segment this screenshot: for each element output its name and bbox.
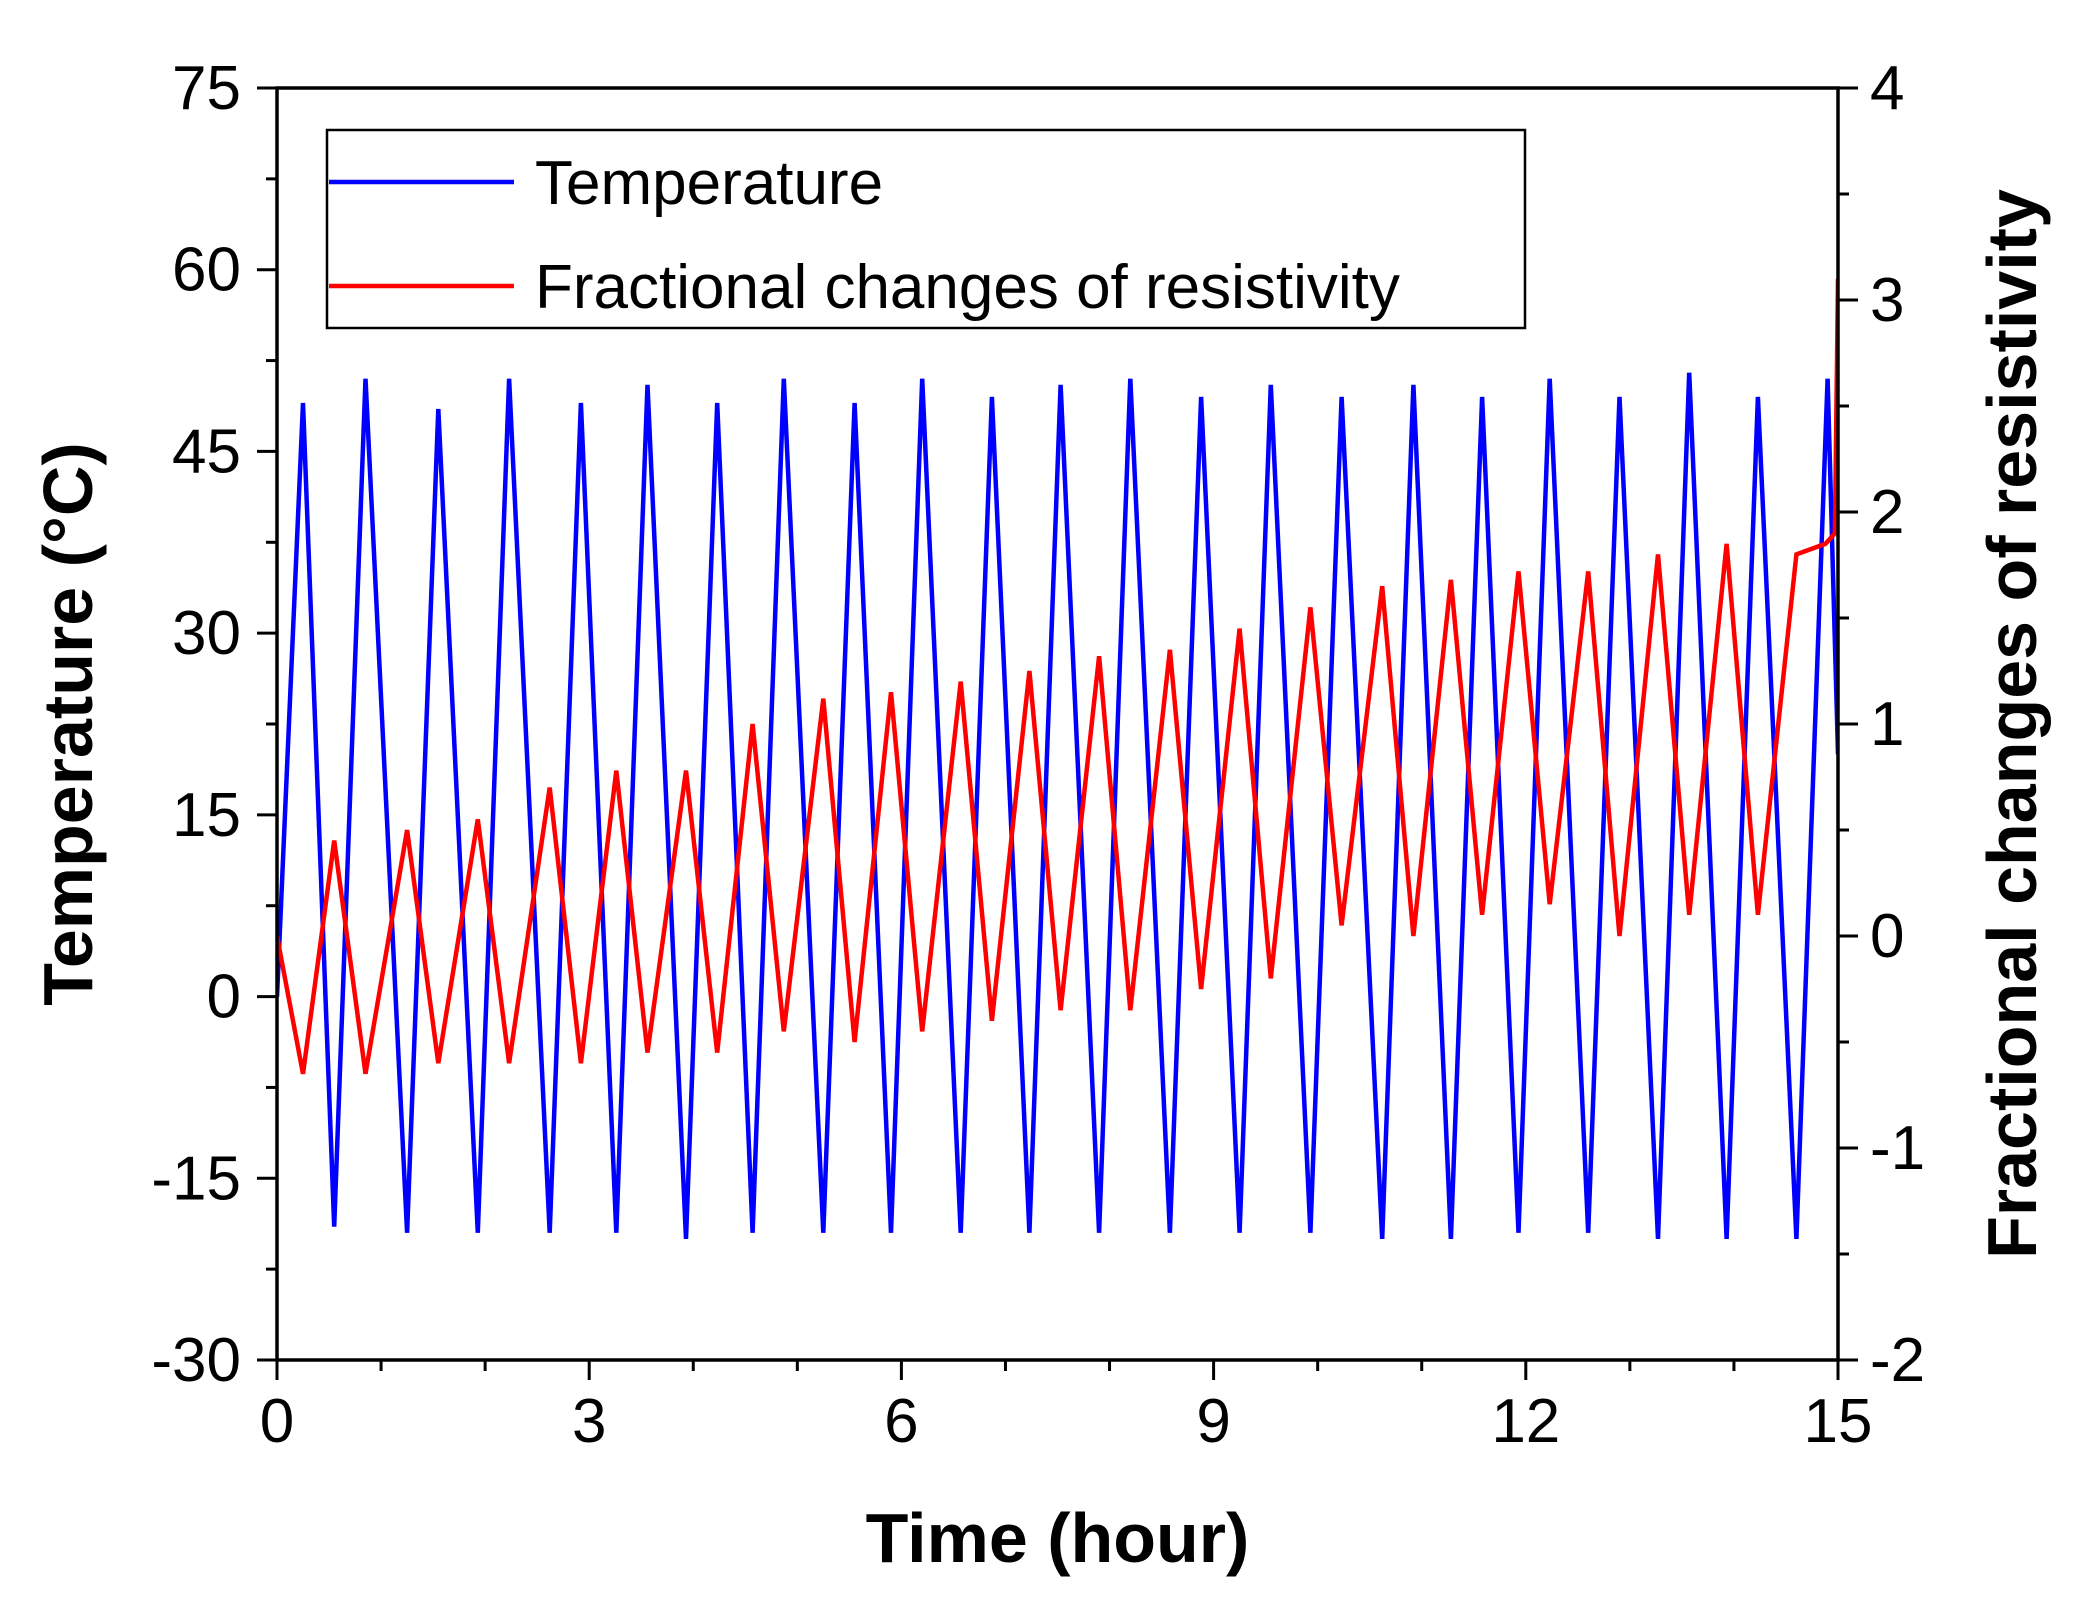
x-tick-label: 12 [1491, 1387, 1560, 1456]
y-left-tick-label: 60 [172, 236, 241, 305]
y-left-tick-label: 0 [207, 963, 241, 1032]
x-tick-label: 0 [260, 1387, 294, 1456]
legend-label-resistivity: Fractional changes of resistivity [535, 253, 1400, 322]
y-left-tick-label: 15 [172, 781, 241, 850]
y-left-tick-label: -15 [151, 1144, 241, 1213]
x-tick-label: 6 [884, 1387, 918, 1456]
y-left-axis-title: Temperature (°C) [29, 442, 107, 1005]
legend-label-temperature: Temperature [535, 149, 883, 218]
x-tick-label: 9 [1196, 1387, 1230, 1456]
y-right-tick-label: 4 [1870, 54, 1904, 123]
legend-box [325, 128, 1527, 330]
y-left-tick-label: 30 [172, 599, 241, 668]
y-right-tick-label: -1 [1870, 1114, 1925, 1183]
series-line-resistivity [277, 278, 1838, 1075]
y-right-tick-label: 1 [1870, 690, 1904, 759]
y-left-tick-label: -30 [151, 1326, 241, 1395]
y-left-tick-label: 75 [172, 54, 241, 123]
y-left-tick-label: 45 [172, 417, 241, 486]
y-right-tick-label: 0 [1870, 902, 1904, 971]
y-right-tick-label: -2 [1870, 1326, 1925, 1395]
y-right-tick-label: 2 [1870, 478, 1904, 547]
series-line-temperature [277, 372, 1838, 1240]
x-axis-title: Time (hour) [866, 1499, 1250, 1577]
x-tick-label: 3 [572, 1387, 606, 1456]
x-tick-label: 15 [1804, 1387, 1873, 1456]
y-right-tick-label: 3 [1870, 266, 1904, 335]
y-right-axis-title: Fractional changes of resistivity [1973, 189, 2051, 1259]
